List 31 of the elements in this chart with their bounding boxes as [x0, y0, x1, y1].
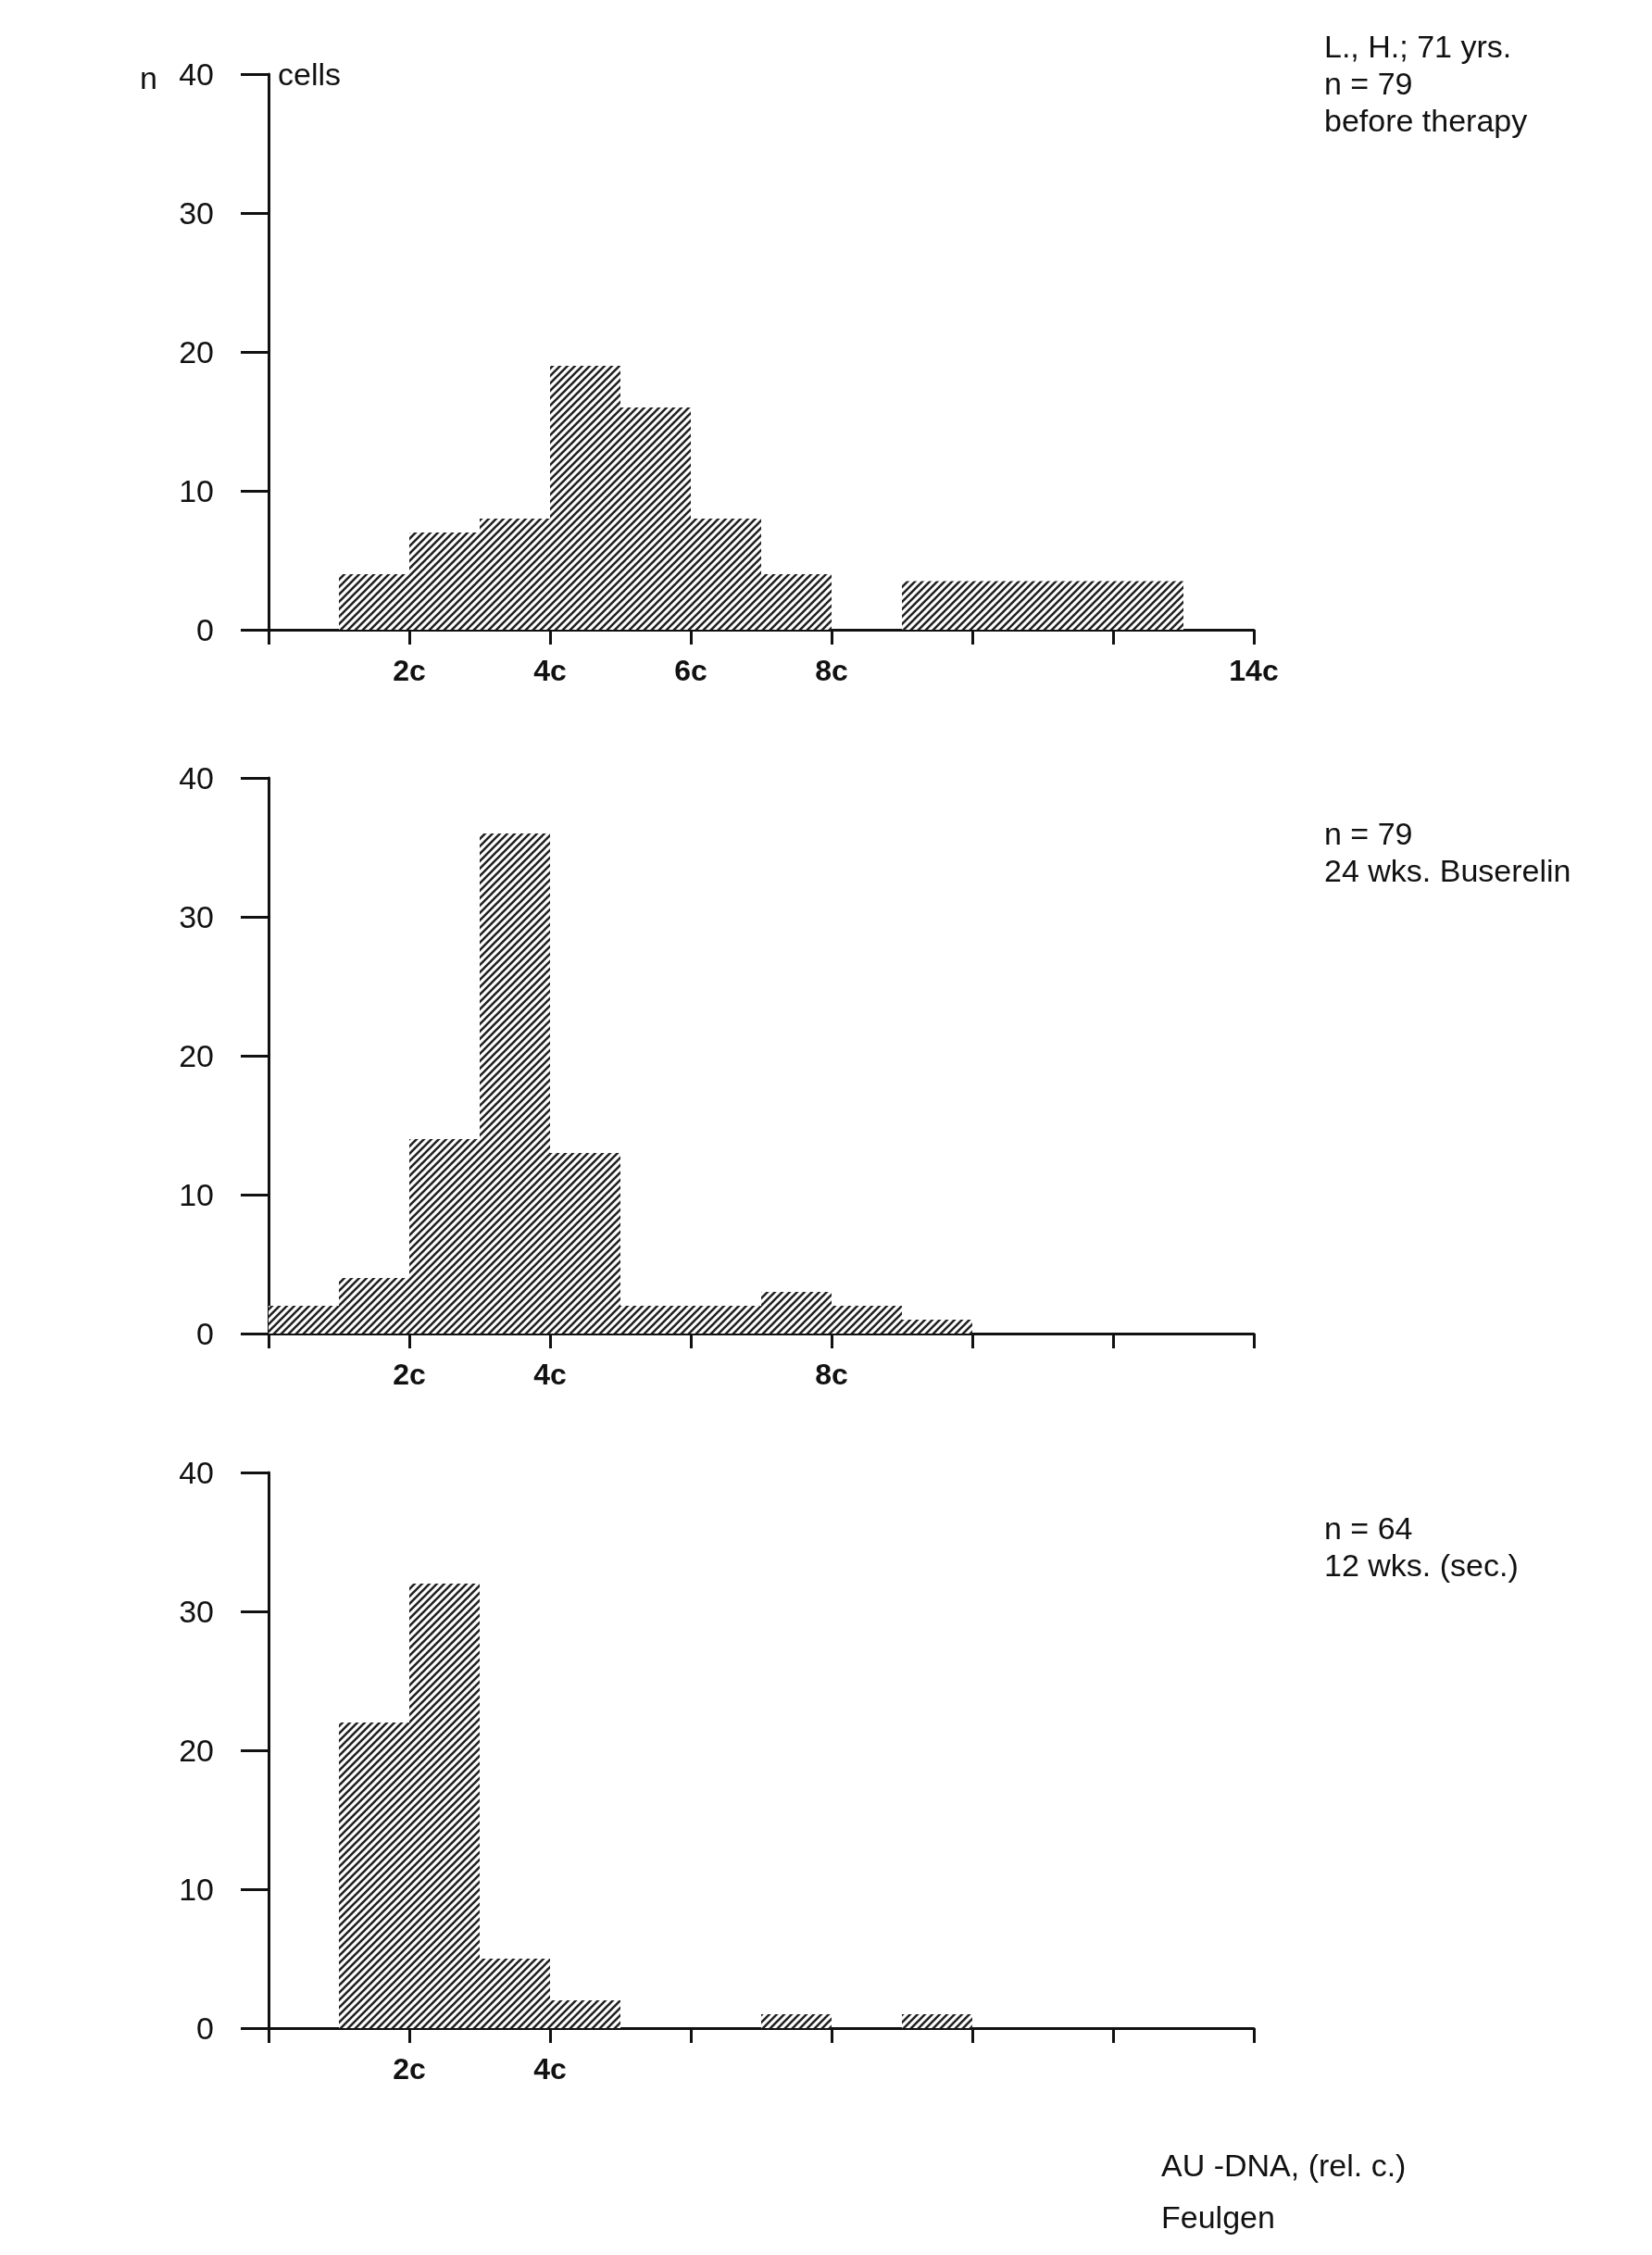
y-tick-label: 10 — [179, 1872, 214, 1907]
y-tick-label: 20 — [179, 1733, 214, 1768]
x-tick-label: 2c — [393, 1358, 426, 1391]
y-tick-label: 0 — [196, 612, 214, 647]
text: n = 79 24 wks. Buserelin — [1324, 816, 1571, 888]
x-tick-label: 4c — [533, 1358, 567, 1391]
x-tick-label: 14c — [1229, 654, 1279, 687]
y-tick-label: 40 — [179, 1455, 214, 1490]
x-axis-title: AU -DNA, (rel. c.) Feulgen — [1161, 2148, 1407, 2235]
text: n = 64 12 wks. (sec.) — [1324, 1510, 1519, 1583]
annotation: cells — [278, 56, 342, 92]
x-tick-label: 4c — [533, 654, 567, 687]
y-tick-label: 10 — [179, 473, 214, 508]
x-tick-label: 2c — [393, 2052, 426, 2086]
y-tick-label: 30 — [179, 195, 214, 231]
y-tick-label: 20 — [179, 334, 214, 370]
y-tick-label: 10 — [179, 1177, 214, 1212]
y-tick-label: 40 — [179, 760, 214, 796]
y-tick-label: 0 — [196, 2011, 214, 2046]
text: L., H.; 71 yrs. n = 79 before therapy — [1324, 29, 1528, 138]
y-tick-label: 40 — [179, 56, 214, 92]
x-tick-label: 2c — [393, 654, 426, 687]
x-tick-label: 4c — [533, 2052, 567, 2086]
x-tick-label: 8c — [815, 654, 848, 687]
y-tick-label: 30 — [179, 1594, 214, 1629]
y-axis-title: n — [140, 60, 157, 95]
x-tick-label: 8c — [815, 1358, 848, 1391]
y-tick-label: 20 — [179, 1038, 214, 1073]
x-tick-label: 6c — [674, 654, 707, 687]
y-tick-label: 0 — [196, 1316, 214, 1351]
y-tick-label: 30 — [179, 899, 214, 934]
